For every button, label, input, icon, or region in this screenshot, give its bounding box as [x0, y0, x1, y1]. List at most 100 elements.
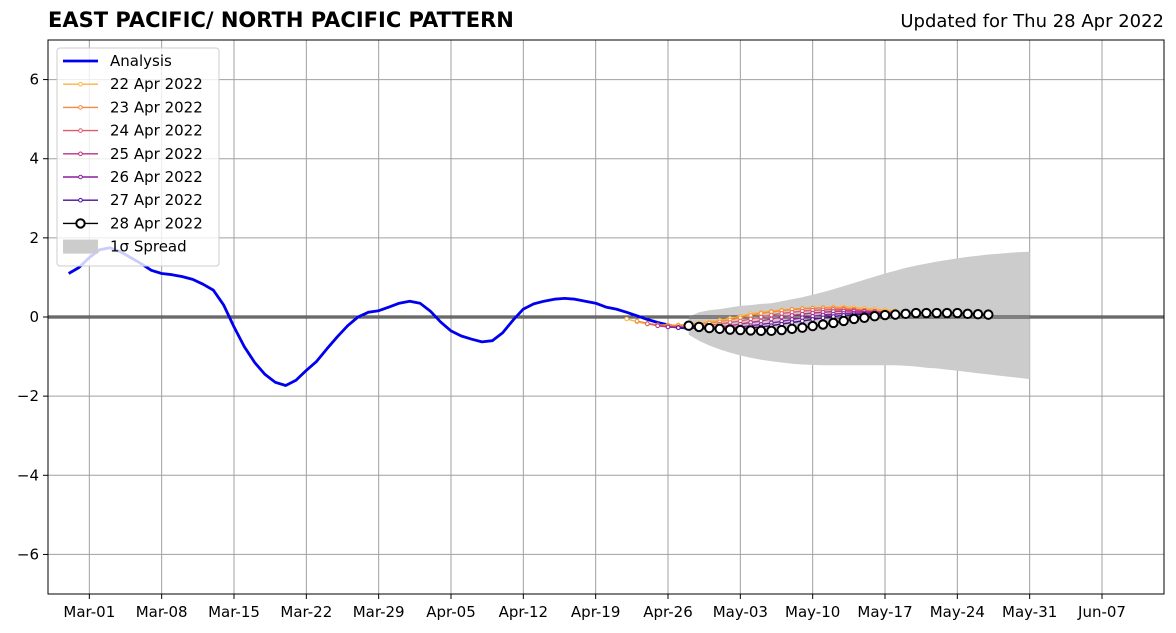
legend-entry: 23 Apr 2022: [63, 98, 203, 116]
legend-label: 1σ Spread: [110, 238, 187, 256]
data-point: [745, 325, 756, 336]
data-point: [810, 317, 815, 322]
data-point: [921, 307, 932, 319]
legend-entry: 27 Apr 2022: [63, 191, 203, 209]
x-tick-label: Jun-07: [1077, 603, 1126, 621]
data-point: [800, 318, 805, 324]
x-tick-label: Mar-22: [280, 603, 332, 621]
legend-box: [56, 47, 220, 267]
legend-marker: [78, 151, 83, 157]
data-point: [962, 308, 973, 320]
legend-entry: 22 Apr 2022: [63, 75, 203, 93]
x-tick-label: Mar-01: [63, 603, 115, 621]
y-tick-label: 2: [29, 229, 39, 247]
series-28-apr-2022: [683, 307, 994, 337]
legend-swatch: [63, 239, 98, 254]
data-point: [624, 316, 629, 322]
legend-marker: [78, 174, 83, 180]
data-point: [869, 311, 880, 322]
legend-label: 22 Apr 2022: [110, 75, 203, 93]
legend-label: Analysis: [110, 52, 172, 70]
data-point: [779, 311, 784, 316]
data-point: [735, 324, 746, 336]
legend-entry: 25 Apr 2022: [63, 145, 203, 163]
data-point: [983, 309, 994, 320]
legend-label: 23 Apr 2022: [110, 98, 203, 116]
x-tick-label: May-31: [1002, 603, 1057, 621]
data-point: [655, 323, 660, 329]
x-tick-label: May-24: [930, 603, 985, 621]
y-tick-label: −6: [17, 545, 39, 563]
data-point: [890, 309, 901, 320]
data-point: [634, 318, 640, 324]
data-point: [755, 325, 767, 337]
legend-label: 27 Apr 2022: [110, 191, 203, 209]
x-tick-label: Mar-08: [136, 603, 188, 621]
plot-frame: [47, 39, 1165, 595]
legend-marker: [78, 81, 83, 87]
y-tick-label: −2: [17, 387, 39, 405]
data-point: [789, 313, 795, 318]
data-point: [683, 320, 694, 331]
x-tick-label: Apr-12: [499, 603, 549, 621]
data-point: [941, 307, 953, 319]
legend-label: 24 Apr 2022: [110, 122, 203, 140]
legend-entry: 26 Apr 2022: [63, 168, 203, 186]
legend-label: 25 Apr 2022: [110, 145, 203, 163]
data-point: [910, 307, 922, 319]
data-point: [645, 321, 650, 327]
data-point: [758, 314, 764, 320]
data-point: [766, 325, 777, 337]
data-point: [931, 307, 942, 319]
legend-entry: 28 Apr 2022: [63, 214, 203, 232]
legend-entry: 24 Apr 2022: [63, 122, 203, 140]
legend-marker: [75, 218, 86, 229]
data-point: [879, 309, 891, 321]
x-tick-label: Apr-19: [571, 603, 621, 621]
y-tick-label: 6: [29, 71, 39, 89]
data-point: [724, 324, 736, 335]
data-point: [748, 313, 753, 318]
legend-marker: [78, 197, 83, 203]
axes-layer: Mar-01 Mar-08 Mar-15 Mar-22 Mar-29 Apr-05 Apr-…: [17, 39, 1165, 621]
data-point: [817, 319, 829, 330]
chart-title: EAST PACIFIC/ NORTH PACIFIC PATTERN: [48, 8, 514, 32]
x-tick-label: May-17: [857, 603, 912, 621]
x-tick-label: Apr-26: [643, 603, 693, 621]
legend-marker: [78, 128, 83, 133]
data-point: [972, 309, 984, 320]
data-point: [900, 308, 911, 320]
x-tick-label: Apr-05: [426, 603, 476, 621]
data-point: [769, 316, 774, 322]
data-point: [776, 324, 787, 336]
grid-lines: [48, 40, 1164, 594]
data-point: [828, 317, 839, 329]
legend-marker: [78, 105, 83, 110]
series-layer: [67, 246, 994, 387]
data-point: [758, 311, 764, 316]
data-point: [859, 312, 870, 323]
data-point: [952, 307, 963, 319]
data-point: [838, 315, 849, 327]
x-tick-label: Mar-15: [208, 603, 260, 621]
data-point: [786, 323, 798, 335]
legend-label: 28 Apr 2022: [110, 214, 203, 232]
data-point: [665, 324, 671, 330]
legend-entry: Analysis: [63, 52, 172, 70]
x-tick-label: May-03: [713, 603, 768, 621]
spread-layer: [688, 251, 1030, 380]
data-point: [714, 323, 725, 335]
data-point: [820, 315, 826, 321]
data-point: [704, 322, 715, 334]
data-point: [848, 313, 860, 325]
y-tick-label: 0: [29, 308, 39, 326]
series-line-analysis: [67, 246, 689, 387]
data-point: [800, 311, 805, 317]
x-tick-label: May-10: [785, 603, 840, 621]
data-point: [807, 320, 818, 332]
spread-band: [688, 251, 1030, 380]
data-point: [693, 321, 705, 333]
y-tick-label: −4: [17, 466, 39, 484]
legend: Analysis 22 Apr 2022 23 Apr 2022 24 Apr 202…: [56, 47, 220, 267]
